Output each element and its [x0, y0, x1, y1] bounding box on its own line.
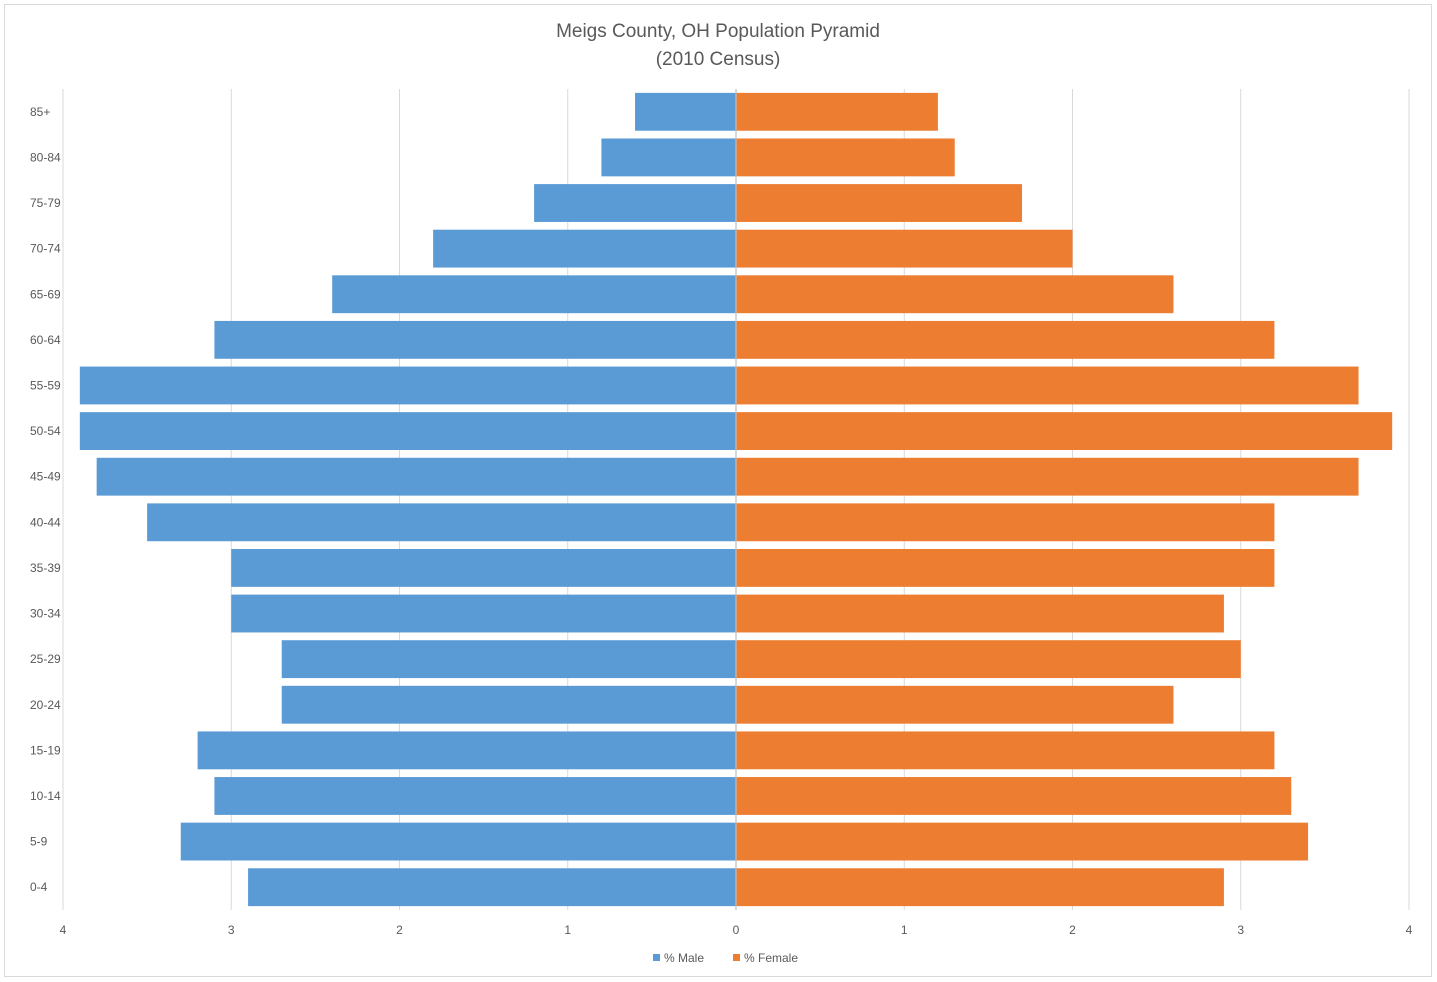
- y-tick-label: 80-84: [30, 150, 61, 164]
- male-bar: [231, 548, 736, 587]
- legend-label: % Male: [664, 951, 704, 965]
- chart-subtitle: (2010 Census): [656, 49, 781, 70]
- y-tick-label: 35-39: [30, 561, 61, 575]
- male-bar: [231, 594, 736, 633]
- x-tick-label: 3: [1237, 923, 1244, 937]
- y-tick-label: 85+: [30, 105, 50, 119]
- female-bar: [736, 503, 1275, 542]
- y-tick-label: 55-59: [30, 378, 61, 392]
- female-bar: [736, 320, 1275, 359]
- male-bar: [214, 320, 737, 359]
- male-bar: [601, 138, 736, 177]
- y-tick-label: 70-74: [30, 242, 61, 256]
- y-tick-label: 30-34: [30, 607, 61, 621]
- legend: % Male % Female: [653, 951, 798, 965]
- female-bar: [736, 184, 1023, 222]
- y-tick-label: 5-9: [30, 835, 48, 849]
- y-tick-label: 65-69: [30, 287, 61, 301]
- y-tick-label: 40-44: [30, 515, 61, 529]
- female-bar: [736, 731, 1275, 770]
- x-tick-label: 2: [1069, 923, 1076, 937]
- female-bar: [736, 594, 1224, 633]
- legend-label: % Female: [744, 951, 798, 965]
- female-bar: [736, 685, 1174, 724]
- male-bar: [197, 731, 737, 770]
- female-bar: [736, 457, 1359, 496]
- chart-title: Meigs County, OH Population Pyramid: [556, 21, 880, 42]
- male-bar: [281, 640, 736, 679]
- y-tick-label: 15-19: [30, 743, 61, 757]
- female-bar: [736, 412, 1393, 451]
- female-bar: [736, 275, 1174, 314]
- female-bar: [736, 138, 955, 177]
- y-tick-label: 20-24: [30, 698, 61, 712]
- x-tick-label: 1: [901, 923, 908, 937]
- male-bar: [635, 92, 736, 131]
- male-bar: [281, 685, 736, 724]
- legend-swatch: [653, 954, 660, 961]
- y-tick-label: 60-64: [30, 333, 61, 347]
- y-tick-label: 45-49: [30, 470, 61, 484]
- x-tick-label: 1: [564, 923, 571, 937]
- y-tick-label: 75-79: [30, 196, 61, 210]
- male-bar: [332, 275, 736, 314]
- female-bar: [736, 92, 938, 131]
- x-tick-label: 4: [1406, 923, 1413, 937]
- female-bar: [736, 868, 1224, 907]
- male-bar: [534, 184, 736, 222]
- female-bar: [736, 777, 1292, 815]
- x-tick-label: 2: [396, 923, 403, 937]
- y-tick-label: 0-4: [30, 880, 48, 894]
- legend-swatch: [733, 954, 740, 961]
- x-tick-label: 3: [228, 923, 235, 937]
- female-bar: [736, 366, 1359, 405]
- x-tick-label: 0: [733, 923, 740, 937]
- male-bar: [96, 457, 736, 496]
- male-bar: [147, 503, 736, 542]
- female-bar: [736, 229, 1073, 268]
- male-bar: [248, 868, 736, 907]
- x-tick-label: 4: [60, 923, 67, 937]
- female-bar: [736, 548, 1275, 587]
- bars: [79, 92, 1393, 907]
- male-bar: [79, 412, 736, 451]
- gridlines: [62, 89, 1410, 910]
- male-bar: [79, 366, 736, 405]
- y-tick-label: 50-54: [30, 424, 61, 438]
- male-bar: [180, 822, 736, 861]
- y-tick-label: 10-14: [30, 789, 61, 803]
- female-bar: [736, 822, 1309, 861]
- male-bar: [433, 229, 736, 268]
- axes: 4 3 2 1 0 1 2 3 4 0-4 5-9 10-14 15-19 20-24 25-29 30-34…: [30, 89, 1413, 937]
- female-bar: [736, 640, 1241, 679]
- male-bar: [214, 777, 737, 815]
- y-tick-label: 25-29: [30, 652, 61, 666]
